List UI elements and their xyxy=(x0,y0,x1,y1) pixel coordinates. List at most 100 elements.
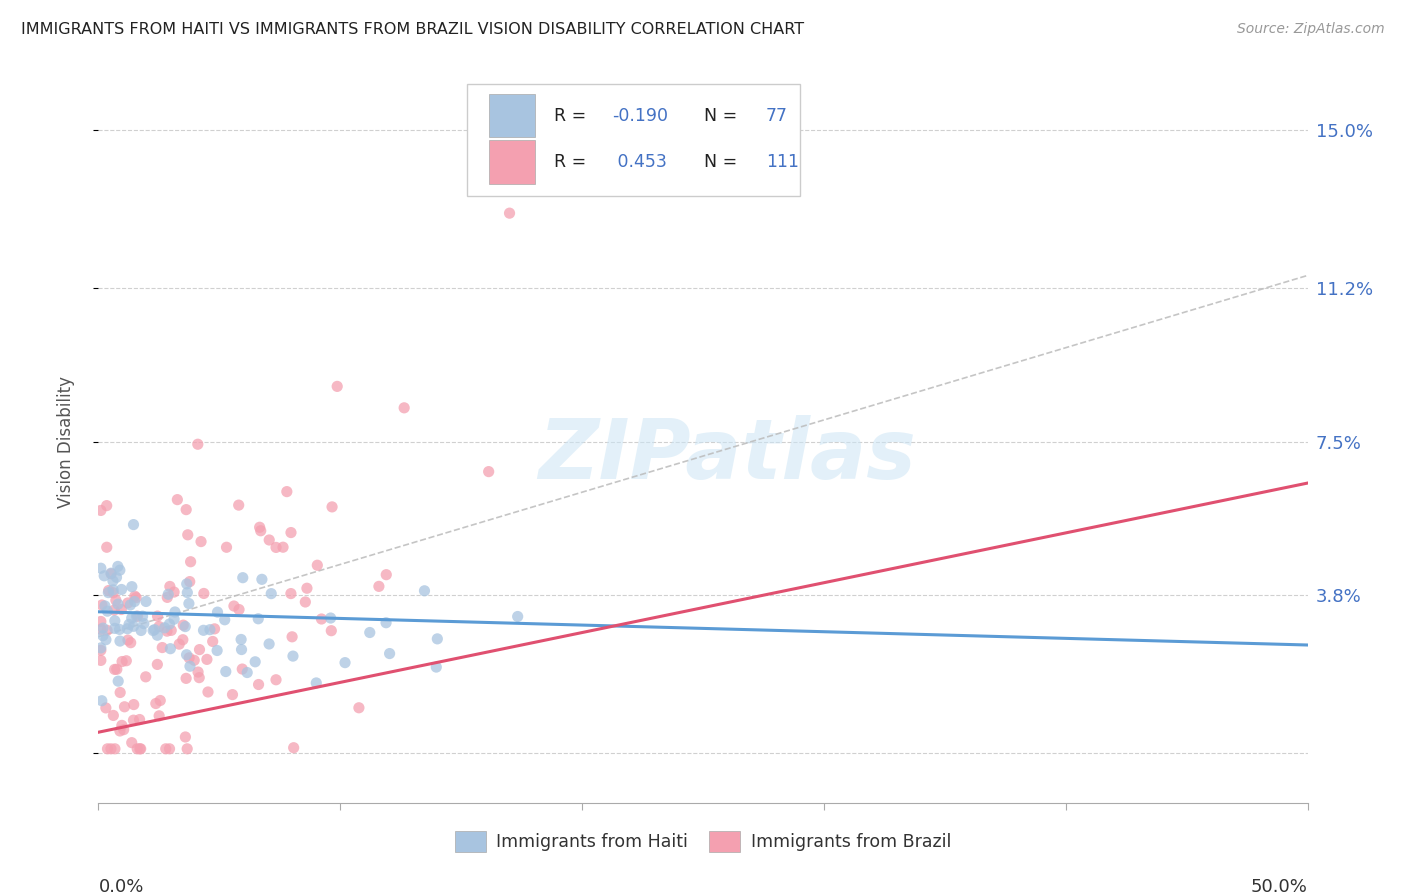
Point xyxy=(228,498,250,512)
Text: 0.0%: 0.0% xyxy=(98,878,143,892)
Point xyxy=(90,503,112,517)
Point xyxy=(146,657,169,672)
Point xyxy=(90,640,112,655)
Point xyxy=(118,617,141,632)
Point xyxy=(125,609,148,624)
Point xyxy=(94,701,117,715)
Text: IMMIGRANTS FROM HAITI VS IMMIGRANTS FROM BRAZIL VISION DISABILITY CORRELATION CH: IMMIGRANTS FROM HAITI VS IMMIGRANTS FROM… xyxy=(21,22,804,37)
Point xyxy=(120,598,142,612)
Point xyxy=(231,662,253,676)
Point xyxy=(129,741,152,756)
Point xyxy=(90,653,112,667)
Point xyxy=(295,581,318,595)
Point xyxy=(117,622,139,636)
Point xyxy=(250,572,273,586)
Point xyxy=(110,582,132,597)
Text: 111: 111 xyxy=(766,153,799,171)
Point xyxy=(91,629,114,643)
Point xyxy=(117,596,139,610)
Text: Source: ZipAtlas.com: Source: ZipAtlas.com xyxy=(1237,22,1385,37)
Point xyxy=(148,708,170,723)
Point xyxy=(107,559,129,574)
Point xyxy=(121,580,143,594)
Text: 50.0%: 50.0% xyxy=(1251,878,1308,892)
Point xyxy=(207,605,229,619)
FancyBboxPatch shape xyxy=(489,140,534,184)
Point xyxy=(367,579,389,593)
Point xyxy=(135,594,157,608)
Point xyxy=(321,500,343,514)
Point xyxy=(108,623,131,637)
Point xyxy=(179,650,201,665)
Point xyxy=(188,671,211,685)
Point xyxy=(195,652,218,666)
Text: ZIPatlas: ZIPatlas xyxy=(538,416,917,497)
Point xyxy=(121,611,143,625)
Point xyxy=(104,614,127,628)
Point xyxy=(177,528,200,542)
Point xyxy=(100,741,122,756)
Point xyxy=(188,642,211,657)
Point xyxy=(124,594,146,608)
Point xyxy=(148,619,170,633)
Point xyxy=(135,670,157,684)
Point xyxy=(101,582,124,597)
Point xyxy=(271,540,294,554)
Point xyxy=(257,533,280,547)
Point xyxy=(104,593,127,607)
Point xyxy=(128,713,150,727)
Point xyxy=(221,688,243,702)
Point xyxy=(107,674,129,689)
Point xyxy=(149,693,172,707)
Point xyxy=(264,673,287,687)
Point xyxy=(97,585,120,599)
Point xyxy=(104,621,127,635)
Point xyxy=(114,699,136,714)
Point xyxy=(108,634,131,648)
Point xyxy=(111,718,134,732)
Point xyxy=(179,659,201,673)
Point xyxy=(197,685,219,699)
Point xyxy=(231,642,253,657)
Point xyxy=(319,611,342,625)
Point xyxy=(190,534,212,549)
Point xyxy=(375,615,398,630)
Point xyxy=(172,618,194,632)
Text: N =: N = xyxy=(693,153,744,171)
Point xyxy=(103,603,125,617)
Point xyxy=(506,609,529,624)
Point xyxy=(100,566,122,581)
Point xyxy=(132,616,155,631)
Point xyxy=(105,662,128,676)
Point xyxy=(110,602,132,616)
Point xyxy=(281,630,304,644)
Point xyxy=(90,615,112,629)
Point xyxy=(122,713,145,727)
Point xyxy=(100,566,122,581)
Point xyxy=(96,624,118,638)
Point xyxy=(101,574,124,588)
Point xyxy=(498,206,520,220)
Point xyxy=(142,624,165,638)
Point xyxy=(215,541,238,555)
Point xyxy=(359,625,381,640)
Point xyxy=(280,525,302,540)
Text: R =: R = xyxy=(554,107,592,125)
Point xyxy=(112,723,135,737)
Point xyxy=(90,561,112,575)
Point xyxy=(96,541,118,555)
Text: -0.190: -0.190 xyxy=(613,107,668,125)
Point xyxy=(222,599,245,613)
FancyBboxPatch shape xyxy=(489,94,534,137)
Y-axis label: Vision Disability: Vision Disability xyxy=(56,376,75,508)
Point xyxy=(176,648,198,662)
Point xyxy=(229,632,252,647)
Point xyxy=(176,585,198,599)
Point xyxy=(157,587,180,601)
Point xyxy=(174,502,197,516)
Point xyxy=(347,700,370,714)
Point xyxy=(128,741,150,756)
Point xyxy=(283,740,305,755)
Point xyxy=(145,697,167,711)
Point xyxy=(187,665,209,679)
